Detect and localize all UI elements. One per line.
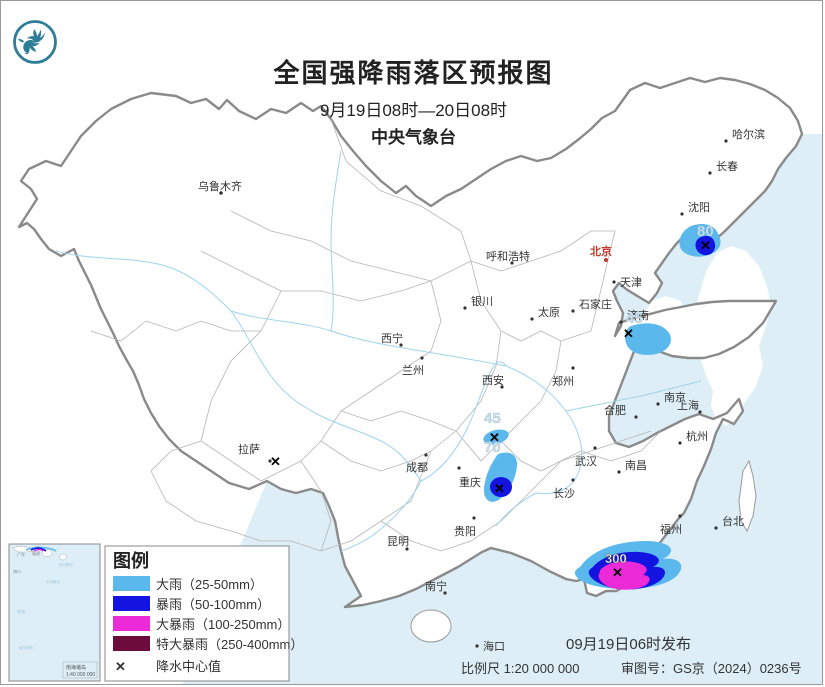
svg-text:大暴雨（100-250mm）: 大暴雨（100-250mm） bbox=[156, 617, 290, 632]
svg-text:长春: 长春 bbox=[716, 160, 738, 173]
svg-text:南昌: 南昌 bbox=[625, 459, 647, 472]
svg-text:沈阳: 沈阳 bbox=[688, 200, 710, 214]
svg-text:✕: ✕ bbox=[612, 565, 623, 580]
svg-text:审图号：GS京（2024）0236号: 审图号：GS京（2024）0236号 bbox=[621, 661, 802, 676]
svg-text:✕: ✕ bbox=[623, 326, 634, 341]
svg-text:南宁: 南宁 bbox=[425, 579, 447, 593]
svg-text:西安: 西安 bbox=[482, 373, 504, 387]
svg-text:比例尺 1:20 000 000: 比例尺 1:20 000 000 bbox=[461, 661, 580, 676]
svg-text:南海: 南海 bbox=[17, 608, 25, 614]
svg-text:✕: ✕ bbox=[270, 454, 281, 469]
svg-text:太原: 太原 bbox=[538, 306, 560, 319]
svg-text:上海: 上海 bbox=[677, 398, 699, 412]
svg-text:特大暴雨（250-400mm）: 特大暴雨（250-400mm） bbox=[156, 637, 303, 652]
svg-text:广东: 广东 bbox=[17, 551, 25, 557]
svg-text:北京: 北京 bbox=[590, 244, 612, 258]
svg-text:大雨（25-50mm）: 大雨（25-50mm） bbox=[156, 577, 263, 592]
svg-text:09月19日06时发布: 09月19日06时发布 bbox=[566, 636, 691, 653]
svg-text:兰州: 兰州 bbox=[402, 364, 424, 377]
svg-text:暴雨（50-100mm）: 暴雨（50-100mm） bbox=[156, 597, 270, 612]
svg-text:福建: 福建 bbox=[32, 550, 40, 556]
svg-text:乌鲁木齐: 乌鲁木齐 bbox=[198, 179, 242, 193]
svg-text:✕: ✕ bbox=[494, 481, 505, 496]
svg-text:重庆: 重庆 bbox=[459, 475, 481, 489]
svg-text:合肥: 合肥 bbox=[604, 403, 626, 417]
svg-text:成都: 成都 bbox=[406, 461, 428, 474]
svg-text:台北: 台北 bbox=[722, 514, 744, 528]
svg-text:贵阳: 贵阳 bbox=[454, 525, 476, 538]
svg-text:图例: 图例 bbox=[113, 550, 149, 571]
svg-text:1:40 000 000: 1:40 000 000 bbox=[66, 672, 95, 678]
svg-text:西宁: 西宁 bbox=[381, 331, 403, 345]
svg-text:45: 45 bbox=[626, 310, 643, 327]
svg-text:南沙群岛: 南沙群岛 bbox=[19, 645, 33, 650]
svg-text:海口: 海口 bbox=[13, 568, 21, 574]
svg-text:呼和浩特: 呼和浩特 bbox=[486, 249, 530, 263]
svg-text:杭州: 杭州 bbox=[686, 429, 708, 443]
svg-text:昆明: 昆明 bbox=[387, 535, 409, 548]
svg-text:海口: 海口 bbox=[483, 639, 505, 653]
svg-text:银川: 银川 bbox=[471, 294, 493, 308]
svg-text:西沙群岛: 西沙群岛 bbox=[59, 562, 73, 567]
svg-text:45: 45 bbox=[484, 410, 501, 427]
svg-text:✕: ✕ bbox=[489, 430, 500, 445]
svg-text:✕: ✕ bbox=[700, 238, 711, 253]
svg-text:天津: 天津 bbox=[620, 276, 642, 289]
svg-text:郑州: 郑州 bbox=[552, 374, 574, 388]
svg-text:降水中心值: 降水中心值 bbox=[156, 659, 221, 674]
svg-text:拉萨: 拉萨 bbox=[238, 442, 260, 456]
svg-text:300: 300 bbox=[605, 551, 627, 566]
svg-text:中沙群岛: 中沙群岛 bbox=[46, 579, 60, 584]
svg-text:武汉: 武汉 bbox=[575, 455, 597, 468]
svg-text:福州: 福州 bbox=[660, 522, 682, 536]
svg-text:长沙: 长沙 bbox=[553, 487, 575, 500]
svg-text:✕: ✕ bbox=[115, 659, 126, 674]
svg-text:石家庄: 石家庄 bbox=[579, 297, 612, 311]
svg-text:南海诸岛: 南海诸岛 bbox=[66, 664, 86, 671]
